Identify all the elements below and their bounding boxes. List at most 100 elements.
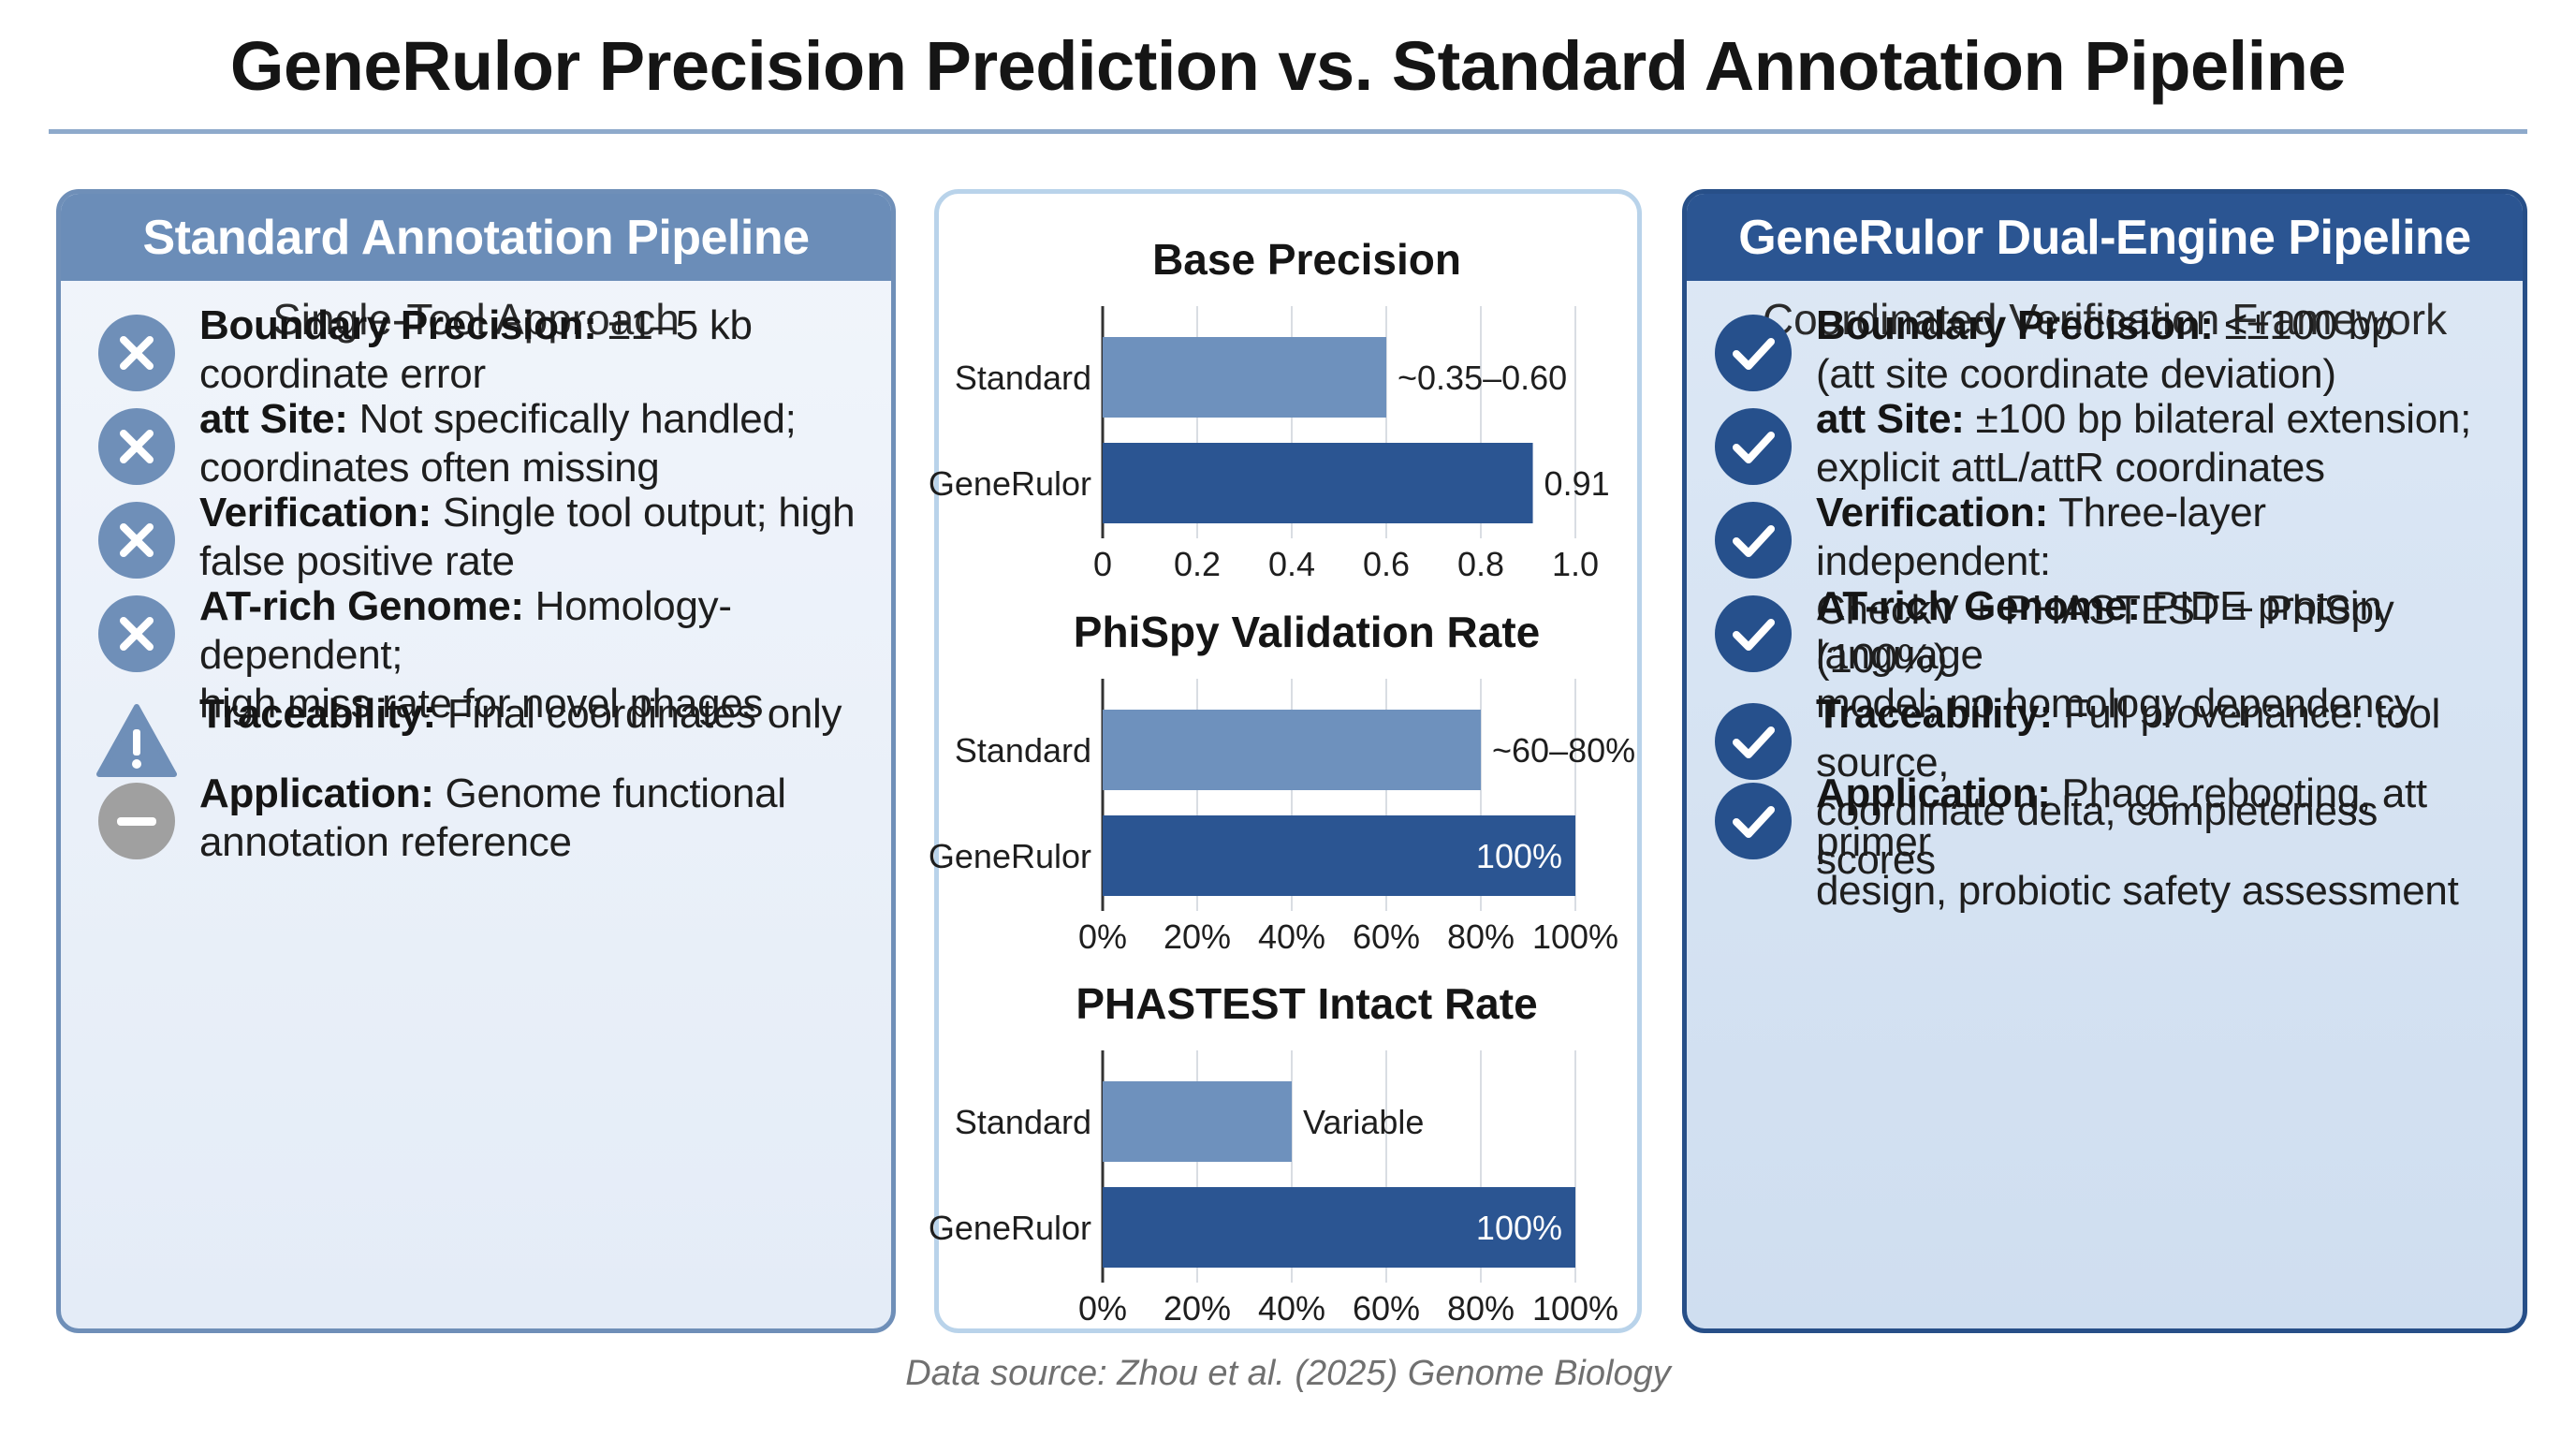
item-line2: high miss rate for novel phages: [199, 681, 764, 726]
list-item: AT-rich Genome: Homology-dependent; high …: [61, 582, 891, 726]
chart-title: PhiSpy Validation Rate: [1074, 608, 1540, 656]
tick-label: 80%: [1447, 1289, 1515, 1328]
item-label: Application:: [199, 770, 434, 816]
data-label: 100%: [1476, 837, 1562, 875]
tick-label: 100%: [1532, 1289, 1618, 1328]
tick-label: 0.4: [1268, 545, 1315, 583]
item-line2: model; no homology dependency: [1816, 681, 2415, 726]
item-text: Application: Genome functional annotation…: [199, 770, 872, 867]
data-label: ~0.35–0.60: [1398, 359, 1567, 397]
chart-svg: Base Precision 0 0.2 0.4 0.6 0.8 1.0 Standard ~0…: [929, 235, 1610, 583]
item-line2: annotation reference: [199, 819, 572, 865]
item-line1: Final coordinates only: [435, 691, 842, 737]
item-line1: Homology-dependent;: [199, 583, 732, 678]
item-line1: Full provenance: tool source,: [1816, 691, 2440, 785]
item-line1: PIDE protein language: [1816, 583, 2382, 678]
check-icon: [1713, 500, 1793, 580]
item-line2: (att site coordinate deviation): [1816, 351, 2336, 397]
tick-label: 20%: [1164, 917, 1231, 956]
cross-icon: [96, 406, 177, 487]
list-item: Traceability: Full provenance: tool sour…: [1687, 690, 2523, 883]
category-label: GeneRulor: [929, 837, 1091, 875]
minus-icon: [96, 781, 177, 861]
item-line2: coordinates often missing: [199, 445, 660, 491]
list-item: att Site: Not specifically handled; coord…: [61, 395, 891, 498]
item-text: att Site: ±100 bp bilateral extension; ex…: [1816, 395, 2504, 492]
list-item: Traceability: Final coordinates only: [61, 690, 891, 793]
check-icon: [1713, 701, 1793, 782]
chart-title: Base Precision: [1152, 235, 1461, 284]
list-item: Application: Phage rebooting, att primer…: [1687, 770, 2523, 914]
tick-label: 40%: [1258, 1289, 1325, 1328]
item-text: Verification: Single tool output; high fa…: [199, 489, 872, 586]
standard-bar: [1103, 1081, 1292, 1162]
item-line2: coordinate delta, completeness scores: [1816, 788, 2378, 883]
item-line1: ≤±100 bp: [2213, 302, 2394, 348]
item-text: Boundary Precision: ≤±100 bp (att site co…: [1816, 301, 2504, 399]
standard-bar: [1103, 710, 1481, 790]
item-label: att Site:: [1816, 396, 1965, 442]
tick-label: 0: [1093, 545, 1112, 583]
page-title: GeneRulor Precision Prediction vs. Stand…: [229, 27, 2347, 105]
category-label: GeneRulor: [929, 1209, 1091, 1247]
data-label: Variable: [1303, 1103, 1424, 1141]
list-item: att Site: ±100 bp bilateral extension; ex…: [1687, 395, 2523, 498]
generulor-bar: [1103, 443, 1533, 523]
item-text: att Site: Not specifically handled; coord…: [199, 395, 872, 492]
cross-icon: [96, 594, 177, 674]
category-label: Standard: [955, 731, 1091, 770]
item-line2: CheckV + PHASTEST + PhiSpy (100%): [1816, 587, 2394, 682]
item-label: Traceability:: [199, 691, 436, 737]
warning-icon: [96, 701, 177, 782]
generulor-bar: [1103, 1187, 1575, 1268]
tick-label: 60%: [1353, 917, 1420, 956]
check-icon: [1713, 594, 1793, 674]
item-label: Traceability:: [1816, 691, 2053, 737]
item-text: AT-rich Genome: Homology-dependent; high …: [199, 582, 872, 728]
phastest-intact-chart: PHASTEST Intact Rate 0% 20% 40% 60% 80% 100% St…: [929, 957, 1637, 1328]
category-label: GeneRulor: [929, 464, 1091, 503]
item-line1: Not specifically handled;: [347, 396, 797, 442]
item-line2: explicit attL/attR coordinates: [1816, 445, 2325, 491]
item-line2: design, probiotic safety assessment: [1816, 868, 2459, 914]
tick-label: 0%: [1078, 917, 1127, 956]
item-line1: ±100 bp bilateral extension;: [1964, 396, 2472, 442]
list-item: Verification: Three-layer independent: Ch…: [1687, 489, 2523, 682]
data-label: 100%: [1476, 1209, 1562, 1247]
standard-panel-subtitle: Single-Tool Approach: [272, 295, 680, 344]
chart-svg: PhiSpy Validation Rate 0% 20% 40% 60% 80% 100%…: [929, 608, 1635, 956]
list-item: Boundary Precision: ±1–5 kb coordinate er…: [61, 301, 891, 404]
standard-panel-header: Standard Annotation Pipeline: [61, 194, 891, 281]
item-line1: Three-layer independent:: [1816, 490, 2266, 584]
tick-label: 20%: [1164, 1289, 1231, 1328]
category-label: Standard: [955, 1103, 1091, 1141]
item-line2: false positive rate: [199, 538, 515, 584]
item-label: att Site:: [199, 396, 348, 442]
standard-pipeline-panel: Standard Annotation Pipeline Single-Tool…: [56, 189, 896, 1333]
item-label: Verification:: [1816, 490, 2048, 536]
generulor-panel-header: GeneRulor Dual-Engine Pipeline: [1687, 194, 2523, 281]
data-source-note: Data source: Zhou et al. (2025) Genome B…: [905, 1354, 1671, 1393]
data-label: 0.91: [1544, 464, 1610, 503]
generulor-pipeline-panel: GeneRulor Dual-Engine Pipeline Coordinat…: [1682, 189, 2527, 1333]
item-line1: Single tool output; high: [431, 490, 856, 536]
item-line1: ±1–5 kb: [596, 302, 753, 348]
list-item: AT-rich Genome: PIDE protein language mod…: [1687, 582, 2523, 726]
comparison-charts-panel: Base Precision 0 0.2 0.4 0.6 0.8 1.0 Standard ~0…: [929, 189, 1642, 1333]
standard-bar: [1103, 337, 1386, 418]
tick-label: 80%: [1447, 917, 1515, 956]
base-precision-chart: Base Precision 0 0.2 0.4 0.6 0.8 1.0 Standard ~0…: [929, 213, 1637, 583]
generulor-bar: [1103, 815, 1575, 896]
item-text: Verification: Three-layer independent: Ch…: [1816, 489, 2504, 683]
cross-icon: [96, 500, 177, 580]
tick-label: 0.6: [1363, 545, 1410, 583]
item-text: Application: Phage rebooting, att primer…: [1816, 770, 2504, 916]
chart-title: PHASTEST Intact Rate: [1076, 979, 1537, 1028]
item-text: Traceability: Final coordinates only: [199, 690, 872, 739]
item-text: AT-rich Genome: PIDE protein language mod…: [1816, 582, 2504, 728]
title-divider: [49, 129, 2527, 134]
tick-label: 60%: [1353, 1289, 1420, 1328]
generulor-panel-subtitle: Coordinated Verification Framework: [1762, 295, 2448, 344]
list-item: Application: Genome functional annotation…: [61, 770, 891, 873]
chart-svg: PHASTEST Intact Rate 0% 20% 40% 60% 80% 100% St…: [929, 979, 1618, 1328]
